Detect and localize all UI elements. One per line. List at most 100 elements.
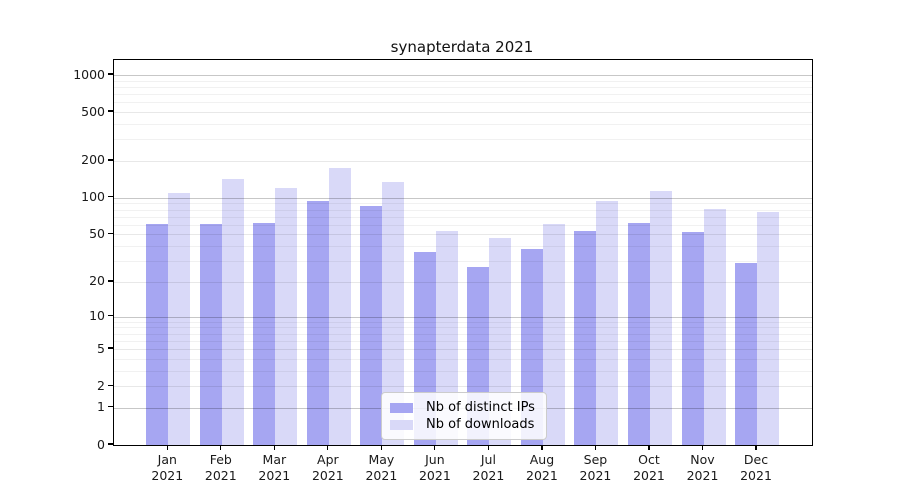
x-tick-label-jul: Jul 2021 xyxy=(472,452,505,483)
gridline-80 xyxy=(114,209,812,211)
y-tick-mark xyxy=(108,347,113,349)
bar-distinct-ips-sep xyxy=(574,231,597,445)
bar-downloads-jan xyxy=(168,192,191,445)
legend-item-distinct-ips: Nb of distinct IPs xyxy=(390,399,535,416)
gridline-500 xyxy=(114,112,812,114)
y-tick-label-50: 50 xyxy=(89,225,105,241)
bar-distinct-ips-jan xyxy=(146,223,169,445)
legend-label-distinct-ips: Nb of distinct IPs xyxy=(426,400,535,415)
bar-downloads-jun xyxy=(435,231,458,445)
bar-downloads-feb xyxy=(221,178,244,445)
y-tick-mark xyxy=(108,443,113,445)
bar-distinct-ips-apr xyxy=(306,200,329,445)
x-tick-mark xyxy=(755,445,757,450)
x-tick-label-oct: Oct 2021 xyxy=(633,452,665,483)
y-tick-mark xyxy=(108,73,113,75)
y-tick-label-2: 2 xyxy=(97,377,105,393)
bar-downloads-sep xyxy=(596,200,619,445)
y-tick-mark xyxy=(108,232,113,235)
y-tick-label-500: 500 xyxy=(81,103,105,119)
y-tick-mark xyxy=(108,314,113,317)
x-tick-label-may: May 2021 xyxy=(365,452,398,483)
gridline-600 xyxy=(114,102,812,104)
gridline-10 xyxy=(114,316,812,318)
bar-distinct-ips-may xyxy=(360,206,383,445)
bar-downloads-dec xyxy=(757,211,780,445)
y-tick-label-200: 200 xyxy=(81,152,105,168)
gridline-9 xyxy=(114,321,812,323)
gridline-90 xyxy=(114,203,812,205)
x-tick-mark xyxy=(594,445,597,450)
gridline-800 xyxy=(114,86,812,88)
legend-swatch-downloads xyxy=(390,419,413,430)
gridline-6 xyxy=(114,340,812,342)
gridline-100 xyxy=(114,197,812,199)
gridline-2 xyxy=(114,386,812,388)
x-tick-label-aug: Aug 2021 xyxy=(526,452,558,483)
x-tick-label-jan: Jan 2021 xyxy=(151,452,184,483)
x-tick-mark xyxy=(541,445,543,450)
x-tick-label-feb: Feb 2021 xyxy=(204,452,237,483)
x-tick-label-dec: Dec 2021 xyxy=(740,452,772,483)
gridline-1000 xyxy=(114,75,812,76)
y-tick-mark xyxy=(108,384,113,386)
y-tick-label-20: 20 xyxy=(89,273,105,289)
gridline-3 xyxy=(114,370,812,372)
bar-downloads-apr xyxy=(328,168,351,445)
gridline-5 xyxy=(114,349,812,351)
chart-title: synapterdata 2021 xyxy=(390,38,534,56)
y-tick-mark xyxy=(108,110,113,112)
legend-swatch-distinct-ips xyxy=(390,402,413,413)
y-tick-mark xyxy=(108,159,113,161)
legend: Nb of distinct IPs Nb of downloads xyxy=(381,392,547,440)
y-tick-label-5: 5 xyxy=(97,340,105,356)
gridline-60 xyxy=(114,224,812,226)
bar-distinct-ips-nov xyxy=(681,232,704,445)
bar-distinct-ips-dec xyxy=(735,262,758,445)
x-tick-mark xyxy=(648,445,650,450)
legend-item-downloads: Nb of downloads xyxy=(390,416,535,433)
bar-distinct-ips-oct xyxy=(627,223,650,445)
y-tick-label-10: 10 xyxy=(89,308,105,324)
gridline-7 xyxy=(114,333,812,335)
x-tick-label-mar: Mar 2021 xyxy=(258,452,291,483)
x-tick-mark xyxy=(220,445,222,450)
x-tick-mark xyxy=(273,445,275,450)
bar-distinct-ips-feb xyxy=(199,223,222,445)
legend-label-downloads: Nb of downloads xyxy=(426,417,535,432)
y-tick-label-0: 0 xyxy=(97,436,105,452)
gridline-8 xyxy=(114,327,812,329)
gridline-200 xyxy=(114,160,812,162)
gridline-30 xyxy=(114,261,812,263)
x-tick-mark xyxy=(327,445,329,450)
x-tick-mark xyxy=(487,445,489,450)
y-tick-label-1000: 1000 xyxy=(73,66,105,82)
y-tick-label-100: 100 xyxy=(81,189,105,205)
bar-downloads-may xyxy=(382,182,405,445)
gridline-40 xyxy=(114,246,812,248)
y-tick-mark xyxy=(108,196,113,198)
y-tick-label-1: 1 xyxy=(97,399,105,415)
x-tick-label-jun: Jun 2021 xyxy=(418,452,451,483)
bar-downloads-nov xyxy=(703,209,726,445)
gridline-4 xyxy=(114,358,812,360)
bar-downloads-mar xyxy=(275,188,298,445)
gridline-70 xyxy=(114,216,812,218)
x-tick-label-sep: Sep 2021 xyxy=(579,452,612,483)
x-tick-mark xyxy=(434,445,436,450)
y-tick-mark xyxy=(108,406,113,408)
gridline-50 xyxy=(114,234,812,236)
x-tick-label-nov: Nov 2021 xyxy=(686,452,719,483)
bar-distinct-ips-mar xyxy=(253,223,276,445)
y-tick-mark xyxy=(108,280,113,282)
gridline-300 xyxy=(114,139,812,141)
plot-area: Nb of distinct IPs Nb of downloads xyxy=(113,59,813,446)
x-tick-label-apr: Apr 2021 xyxy=(311,452,344,483)
x-tick-mark xyxy=(166,445,168,450)
x-tick-mark xyxy=(380,445,382,450)
bar-downloads-oct xyxy=(649,190,672,445)
bar-downloads-aug xyxy=(542,223,565,445)
gridline-400 xyxy=(114,123,812,125)
gridline-900 xyxy=(114,80,812,82)
